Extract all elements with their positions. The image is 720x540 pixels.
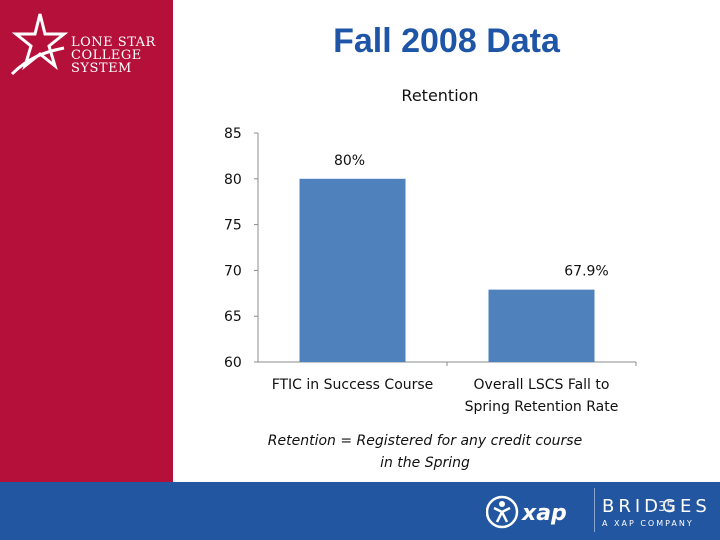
x-tick-label: FTIC in Success Course <box>272 377 434 393</box>
data-label: 67.9% <box>564 264 608 280</box>
bridges-logo: BRIDGES A XAP COMPANY <box>602 496 711 528</box>
svg-text:xap: xap <box>521 501 567 526</box>
y-tick-label: 80 <box>224 172 242 188</box>
xap-logo-icon: xap <box>486 495 567 529</box>
y-tick-label: 70 <box>224 263 242 279</box>
lone-star-college-logo: LONE STAR COLLEGE SYSTEM <box>8 8 158 83</box>
retention-definition-note: Retention = Registered for any credit co… <box>230 430 620 474</box>
slide-number: 35 <box>658 500 675 515</box>
slide-title: Fall 2008 Data <box>333 22 560 60</box>
y-tick-label: 60 <box>224 355 242 371</box>
bridges-tagline: A XAP COMPANY <box>602 519 694 528</box>
bar <box>299 178 406 362</box>
note-line-2: in the Spring <box>380 455 470 471</box>
logo-text: LONE STAR COLLEGE SYSTEM <box>71 36 156 75</box>
sidebar: LONE STAR COLLEGE SYSTEM <box>0 0 173 482</box>
footer-bar <box>0 482 720 540</box>
y-tick-label: 75 <box>224 218 242 234</box>
logo-line-2: COLLEGE <box>71 48 142 63</box>
x-tick-label: Spring Retention Rate <box>465 399 619 415</box>
x-tick-label: Overall LSCS Fall to <box>474 377 610 393</box>
star-icon <box>10 13 68 76</box>
note-line-1: Retention = Registered for any credit co… <box>267 433 583 449</box>
bridges-brand: BRIDGES <box>602 496 711 517</box>
chart-title: Retention <box>401 86 478 105</box>
y-tick-label: 85 <box>224 126 242 142</box>
data-label: 80% <box>334 153 365 169</box>
footer-divider <box>594 488 595 532</box>
logo-line-1: LONE STAR <box>71 35 156 50</box>
logo-line-3: SYSTEM <box>71 61 132 76</box>
retention-chart: Retention 85 80 75 70 65 60 80% FTIC in Success … <box>224 86 637 415</box>
bar <box>488 289 595 362</box>
y-tick-label: 65 <box>224 309 242 325</box>
